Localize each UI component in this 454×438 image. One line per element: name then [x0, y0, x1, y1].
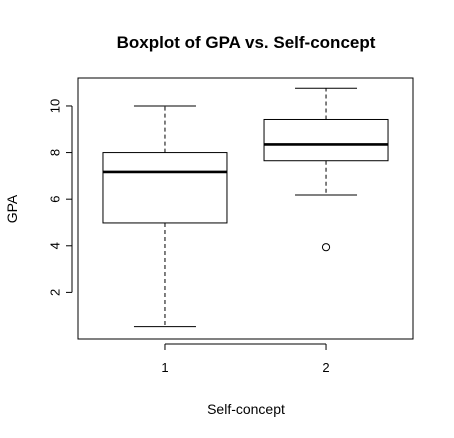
y-tick-label: 10: [48, 99, 63, 113]
chart-title: Boxplot of GPA vs. Self-concept: [117, 33, 376, 52]
y-tick-label: 6: [48, 196, 63, 203]
boxes-group: [102, 87, 389, 328]
y-axis-label: GPA: [4, 194, 20, 223]
x-tick-label: 1: [161, 360, 168, 375]
y-tick-label: 2: [48, 289, 63, 296]
x-tick-label: 2: [322, 360, 329, 375]
box-group-2: [263, 87, 389, 252]
iqr-box: [263, 118, 389, 162]
box-group-1: [102, 105, 228, 328]
y-tick-label: 8: [48, 149, 63, 156]
outlier-point: [321, 243, 331, 252]
y-axis: 2 4 6 8 10: [48, 99, 73, 296]
x-axis-label: Self-concept: [207, 401, 285, 417]
iqr-box: [102, 152, 228, 224]
y-tick-label: 4: [48, 242, 63, 249]
plot-area-frame: [77, 77, 414, 340]
